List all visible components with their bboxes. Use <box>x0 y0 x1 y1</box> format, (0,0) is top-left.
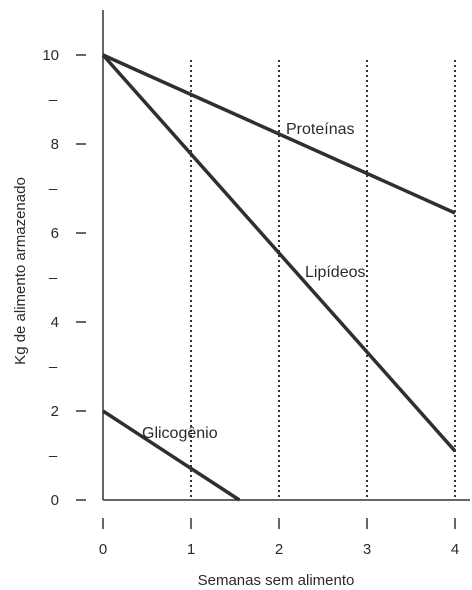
x-tick-label-2: 2 <box>275 541 283 558</box>
y-minor-tick-7: – <box>49 181 58 198</box>
series-labels: Proteínas Lipídeos Glicogênio <box>142 121 366 442</box>
y-minor-tick-9: – <box>49 92 58 109</box>
y-axis-label: Kg de alimento armazenado <box>12 177 29 365</box>
y-tick-label-2: 2 <box>51 403 59 420</box>
y-minor-tick-3: – <box>49 359 58 376</box>
y-tick-label-0: 0 <box>51 492 59 509</box>
y-tick-label-6: 6 <box>51 225 59 242</box>
x-tick-label-3: 3 <box>363 541 371 558</box>
y-minor-tick-1: – <box>49 448 58 465</box>
series-line-1 <box>101 53 457 453</box>
y-tick-label-8: 8 <box>51 136 59 153</box>
x-ticks: 0 1 2 3 4 <box>99 518 459 558</box>
y-ticks: 0 2 4 6 8 10 – – – – – <box>42 47 86 509</box>
x-tick-label-0: 0 <box>99 541 107 558</box>
x-tick-label-1: 1 <box>187 541 195 558</box>
series-label-proteinas: Proteínas <box>286 121 354 138</box>
y-minor-tick-5: – <box>49 270 58 287</box>
x-axis-label: Semanas sem alimento <box>198 572 355 589</box>
series-line-0 <box>102 53 456 215</box>
x-tick-label-4: 4 <box>451 541 459 558</box>
series-lines <box>101 53 457 502</box>
y-tick-label-4: 4 <box>51 314 59 331</box>
y-tick-label-10: 10 <box>42 47 59 64</box>
series-line-2 <box>102 409 241 502</box>
axes <box>102 10 470 501</box>
series-label-glicogenio: Glicogênio <box>142 425 218 442</box>
gridlines <box>190 60 456 500</box>
series-label-lipideos: Lipídeos <box>305 264 366 281</box>
